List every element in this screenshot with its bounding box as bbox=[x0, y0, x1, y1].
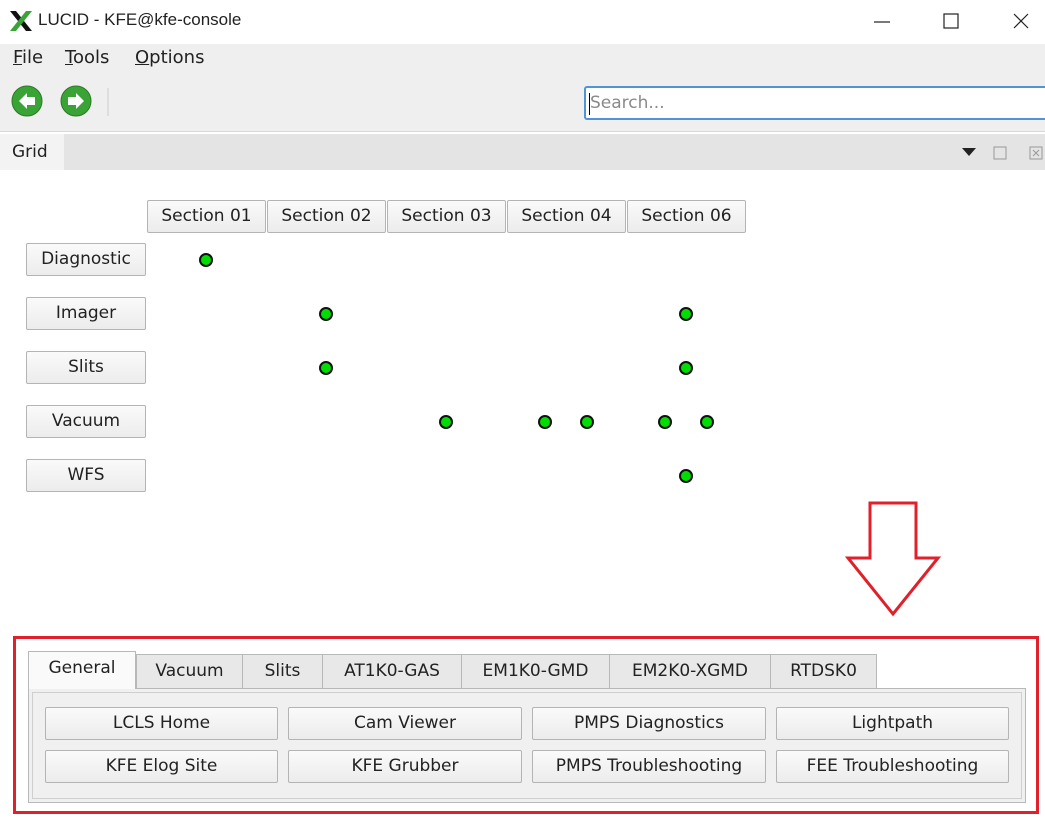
dock-menu[interactable] bbox=[962, 148, 976, 156]
menu-item[interactable]: Tools bbox=[65, 47, 110, 68]
tab[interactable]: AT1K0-GAS bbox=[322, 654, 462, 689]
section-header[interactable]: Section 06 bbox=[627, 200, 746, 233]
device-indicator[interactable] bbox=[580, 415, 594, 429]
menu-bar bbox=[0, 44, 1045, 74]
device-indicator[interactable] bbox=[319, 361, 333, 375]
link-button[interactable]: Lightpath bbox=[776, 707, 1009, 740]
dock-controls bbox=[962, 146, 1043, 160]
tab[interactable]: EM1K0-GMD bbox=[461, 654, 610, 689]
tab[interactable]: Vacuum bbox=[136, 654, 243, 689]
close[interactable] bbox=[1013, 13, 1029, 29]
link-button[interactable]: Cam Viewer bbox=[288, 707, 522, 740]
back-button[interactable] bbox=[11, 85, 43, 117]
link-button[interactable]: LCLS Home bbox=[45, 707, 278, 740]
link-button[interactable]: KFE Grubber bbox=[288, 750, 522, 783]
forward-button[interactable] bbox=[60, 85, 92, 117]
annotation-arrow bbox=[844, 501, 942, 617]
section-header[interactable]: Section 03 bbox=[387, 200, 506, 233]
annotation-box bbox=[13, 636, 1039, 814]
tab[interactable]: RTDSK0 bbox=[770, 654, 877, 689]
device-indicator[interactable] bbox=[538, 415, 552, 429]
device-indicator[interactable] bbox=[439, 415, 453, 429]
window-controls bbox=[874, 13, 1029, 29]
row-header[interactable]: Diagnostic bbox=[26, 243, 146, 276]
tab-selected[interactable]: General bbox=[28, 651, 136, 689]
app-icon bbox=[10, 11, 32, 31]
dock-title-bar bbox=[0, 134, 1045, 170]
row-header[interactable]: Vacuum bbox=[26, 405, 146, 438]
device-indicator[interactable] bbox=[679, 361, 693, 375]
device-indicator[interactable] bbox=[319, 307, 333, 321]
device-indicator[interactable] bbox=[679, 307, 693, 321]
section-header[interactable]: Section 04 bbox=[507, 200, 626, 233]
maximize[interactable] bbox=[943, 13, 959, 29]
tab-pane-inner bbox=[32, 692, 1022, 799]
nav-buttons bbox=[11, 85, 109, 117]
dock-float[interactable] bbox=[993, 146, 1007, 160]
row-header[interactable]: Imager bbox=[26, 297, 146, 330]
section-header[interactable]: Section 01 bbox=[147, 200, 266, 233]
link-button[interactable]: PMPS Diagnostics bbox=[532, 707, 766, 740]
grid-canvas bbox=[199, 253, 942, 617]
row-header[interactable]: WFS bbox=[26, 459, 146, 492]
link-button[interactable]: KFE Elog Site bbox=[45, 750, 278, 783]
device-indicator[interactable] bbox=[700, 415, 714, 429]
tab[interactable]: EM2K0-XGMD bbox=[609, 654, 771, 689]
menu-item[interactable]: File bbox=[13, 47, 44, 68]
row-header[interactable]: Slits bbox=[26, 351, 146, 384]
search-box[interactable]: Search... bbox=[584, 86, 1045, 120]
link-button[interactable]: PMPS Troubleshooting bbox=[532, 750, 766, 783]
title-bar bbox=[0, 0, 1045, 44]
section-header[interactable]: Section 02 bbox=[267, 200, 386, 233]
link-button[interactable]: FEE Troubleshooting bbox=[776, 750, 1009, 783]
menu-item[interactable]: Options bbox=[135, 47, 205, 68]
device-indicator[interactable] bbox=[199, 253, 213, 267]
device-indicator[interactable] bbox=[658, 415, 672, 429]
window-title: LUCID - KFE@kfe-console bbox=[38, 10, 242, 29]
device-indicator[interactable] bbox=[679, 469, 693, 483]
tab[interactable]: Slits bbox=[242, 654, 323, 689]
dock-close[interactable] bbox=[1029, 146, 1043, 160]
dock-tab[interactable]: Grid bbox=[0, 134, 64, 170]
